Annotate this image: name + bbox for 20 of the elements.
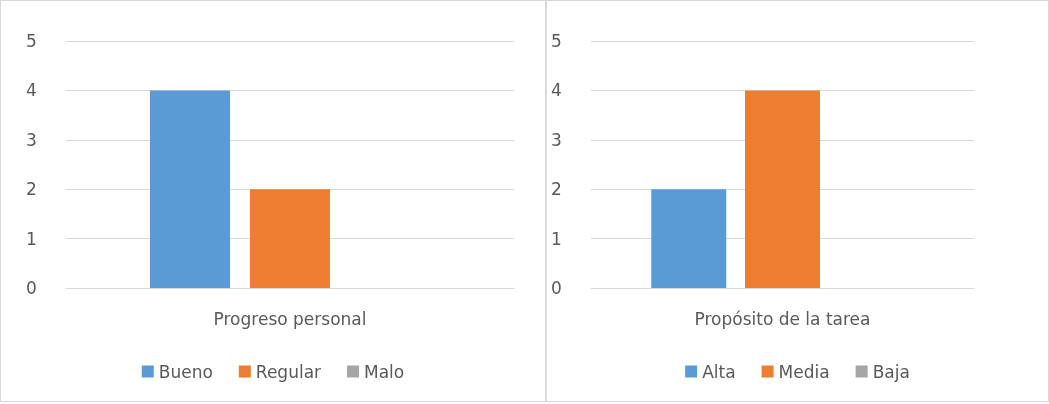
- x-tick-label: Propósito de la tarea: [694, 308, 871, 329]
- y-tick-label: 1: [551, 228, 562, 249]
- y-tick-label: 0: [551, 278, 562, 298]
- legend-label: Regular: [255, 361, 322, 382]
- legend-label: Media: [778, 361, 830, 382]
- y-tick-label: 4: [551, 80, 562, 101]
- legend-label: Baja: [872, 361, 910, 382]
- y-tick-label: 1: [26, 228, 37, 249]
- y-tick-label: 2: [26, 179, 37, 200]
- y-tick-label: 3: [551, 129, 562, 150]
- x-tick-label: Progreso personal: [213, 308, 367, 329]
- y-tick-label: 0: [26, 278, 37, 298]
- legend-label: Alta: [702, 361, 736, 382]
- y-tick-label: 4: [26, 80, 37, 101]
- legend-label: Bueno: [158, 361, 213, 382]
- y-tick-label: 5: [551, 31, 562, 51]
- y-tick-label: 3: [26, 129, 37, 150]
- y-tick-label: 5: [26, 31, 37, 51]
- y-tick-label: 2: [551, 179, 562, 200]
- legend-label: Malo: [364, 361, 405, 382]
